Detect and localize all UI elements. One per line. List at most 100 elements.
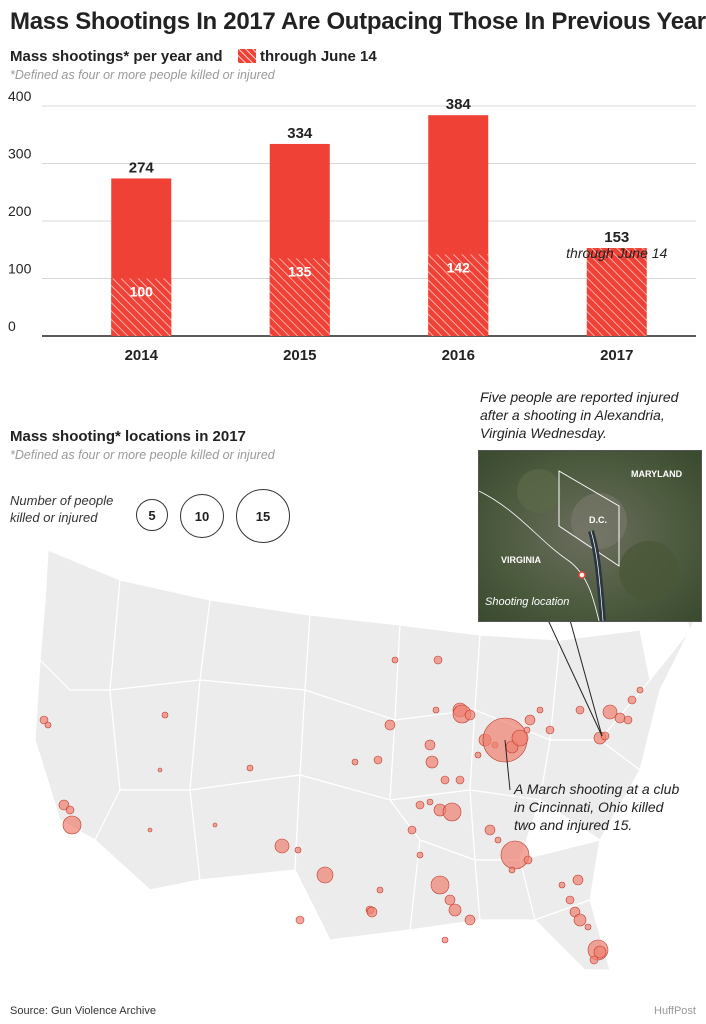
shooting-dot [295,915,305,925]
shooting-dot [384,719,396,731]
y-tick-label: 100 [8,261,32,277]
shooting-dot [294,846,302,854]
shooting-dot [545,725,555,735]
shooting-dot [62,815,82,835]
shooting-dot [575,705,585,715]
source-note: Source: Gun Violence Archive [10,1005,156,1017]
x-tick-label-2014: 2014 [125,347,159,364]
shooting-dot [464,709,476,721]
shooting-dot [440,775,450,785]
inset-label-shooting: Shooting location [485,596,569,608]
shooting-dot [589,955,599,965]
inset-label-maryland: MARYLAND [631,469,683,479]
shooting-dot [623,715,633,725]
partial-label-2016: 142 [447,259,471,275]
shooting-dot [246,764,254,772]
state-shape [199,599,311,691]
shooting-dot [212,822,218,828]
bar-partial-2017 [586,248,647,336]
shooting-dot [441,936,449,944]
shooting-dot [430,875,450,895]
shooting-dot [39,715,49,725]
x-tick-label-2015: 2015 [283,347,316,364]
state-shape [39,549,121,691]
size-legend-circle-5: 5 [136,499,168,531]
legend-label: through June 14 [260,48,377,65]
credit: HuffPost [654,1005,696,1017]
shooting-dot [58,799,70,811]
shooting-dot [433,655,443,665]
size-legend-circle-15: 15 [236,489,290,543]
size-legend-circle-10: 10 [180,494,224,538]
satellite-inset-map: MARYLAND D.C. VIRGINIA Shooting location [478,450,702,622]
shooting-dot [573,913,587,927]
partial-label-2015: 135 [288,263,312,279]
shooting-dot [416,851,424,859]
total-label-2016: 384 [446,96,472,113]
shooting-dot [602,704,618,720]
shooting-dot [351,758,359,766]
total-label-2014: 274 [129,159,155,176]
shooting-dot [523,726,531,734]
inset-leader-line [547,619,603,737]
inset-caption-line: Virginia Wednesday. [480,425,607,441]
x-tick-label-2016: 2016 [442,347,475,364]
bar-partial-2015 [269,258,330,336]
bar-chart-subtitle: Mass shootings* per year and [10,48,223,65]
shooting-dot [366,906,378,918]
shooting-dot [444,894,456,906]
shooting-dot [415,800,425,810]
shooting-dot [432,706,440,714]
shooting-dot [614,712,626,724]
shooting-dot [593,945,607,959]
inset-leader-line [569,619,603,737]
inset-caption-line: Five people are reported injured [480,389,679,405]
annotation-2017: through June 14 [566,245,667,261]
state-shape [189,774,301,881]
total-label-2017: 153 [604,229,629,246]
shooting-dot [565,895,575,905]
map-subtitle: Mass shooting* locations in 2017 [10,428,246,445]
state-shape [109,579,211,691]
state-shape [389,709,476,801]
size-legend-title: Number of people killed or injured [10,492,113,526]
shooting-dot [600,731,610,741]
shooting-dot [373,755,383,765]
y-tick-label: 400 [8,90,32,104]
shooting-dot [508,866,516,874]
page-title: Mass Shootings In 2017 Are Outpacing Tho… [10,8,706,35]
bar-chart: 0 100 200 300 400 274 100 2014 334 135 2015 384 142 2… [8,90,696,364]
shooting-dot [425,755,439,769]
shooting-dot [494,836,502,844]
y-tick-label: 300 [8,146,32,162]
state-shape [109,679,201,791]
inset-label-virginia: VIRGINIA [501,555,542,565]
shooting-dot [157,767,163,773]
state-shape [539,739,641,841]
shooting-dot [147,827,153,833]
shooting-dot [424,739,436,751]
inset-caption: Five people are reported injured after a… [480,388,678,442]
shooting-dot [316,866,334,884]
cincinnati-leader-line [504,739,511,791]
shooting-dot [65,805,75,815]
x-tick-label-2017: 2017 [600,347,633,364]
shooting-dot [484,824,496,836]
shooting-dot [536,706,544,714]
size-legend-line1: Number of people [10,493,114,508]
shooting-dot [523,855,533,865]
shooting-dot [524,714,536,726]
state-shape [189,679,306,791]
cincinnati-callout-line: in Cincinnati, Ohio killed [514,799,664,815]
y-tick-label: 200 [8,203,32,219]
shooting-dot [474,751,482,759]
y-tick-label: 0 [8,318,16,334]
inset-label-dc: D.C. [589,515,607,525]
shooting-dot [161,711,169,719]
cincinnati-callout-line: two and injured 15. [514,817,633,833]
shooting-dot [274,838,290,854]
partial-label-2014: 100 [130,284,154,300]
shooting-dot [464,914,476,926]
shooting-dot [376,886,384,894]
shooting-dot [44,721,52,729]
